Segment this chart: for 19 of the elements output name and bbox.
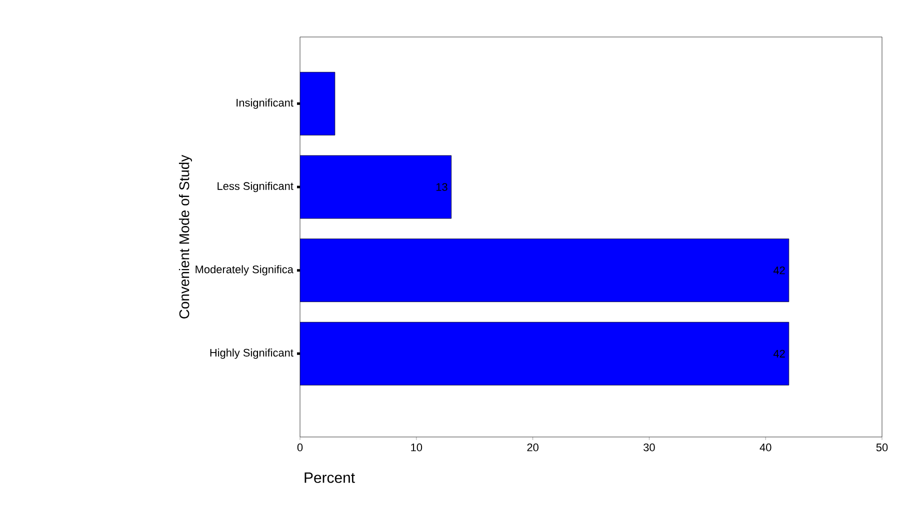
y-tick-label: Less Significant [218, 182, 294, 192]
bar [300, 238, 790, 302]
x-axis-title: Percent [304, 472, 355, 483]
y-axis-title: Convenient Mode of Study [178, 154, 192, 318]
bar [300, 322, 790, 386]
bar [300, 72, 336, 136]
y-tick-label: Moderately Significa [196, 265, 294, 276]
bar [300, 155, 452, 219]
data-label: 13 [436, 183, 448, 191]
data-label: 42 [773, 350, 785, 358]
x-tick-label: 30 [644, 444, 655, 452]
x-tick-label: 20 [527, 444, 538, 452]
x-tick-label: 50 [876, 444, 888, 452]
data-label: 42 [773, 266, 785, 274]
y-tick-label: Insignificant [236, 98, 294, 109]
y-tick-label: Highly Significant [210, 348, 294, 359]
x-tick-label: 10 [411, 444, 422, 452]
x-tick-label: 40 [760, 444, 772, 452]
x-tick-label: 0 [297, 444, 303, 452]
